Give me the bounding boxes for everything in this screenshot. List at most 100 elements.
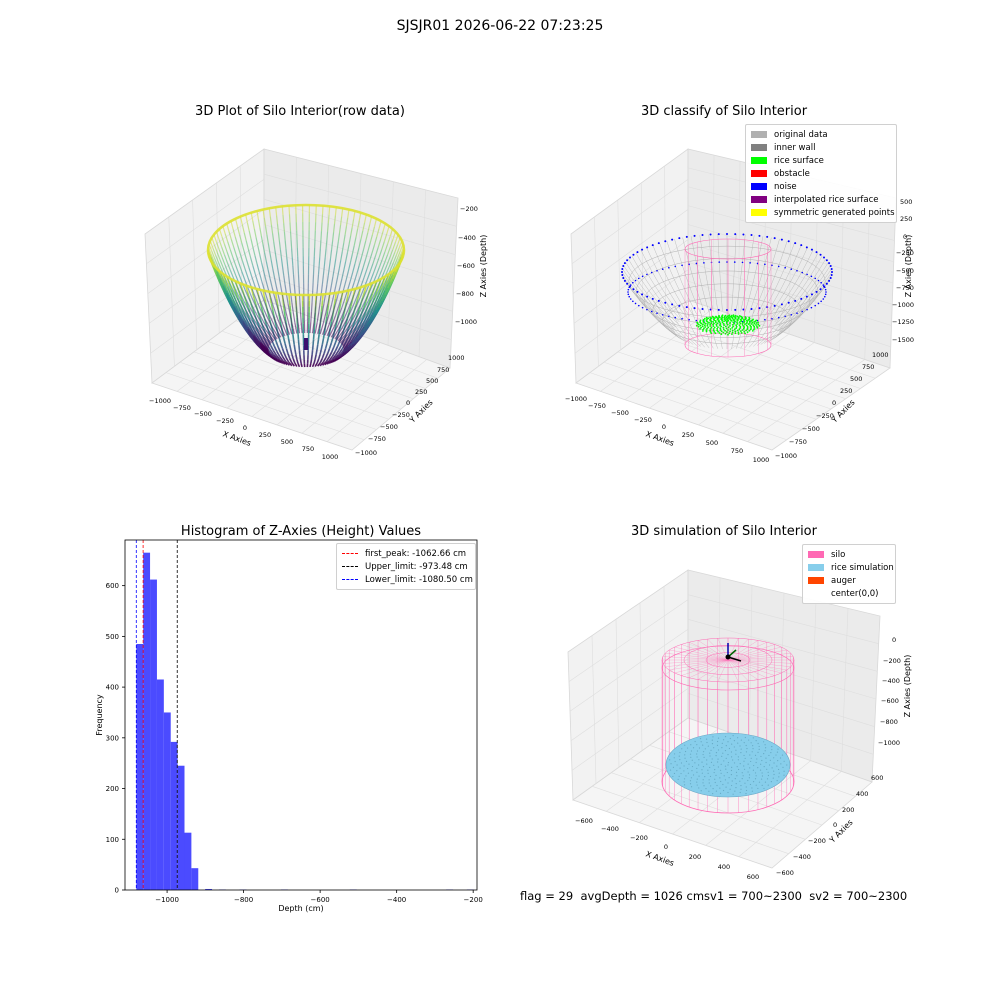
plot4-rice-point [730,756,733,758]
plot2-point [651,270,656,278]
plot1-point [310,359,313,364]
plot2-point [794,276,800,284]
plot2-point [646,247,650,255]
plot4-rice-point [765,747,767,749]
plot2-point [738,286,740,295]
histogram-xlabel: Depth (cm) [278,904,323,913]
plot2-rice-point [699,324,702,327]
plot1-point [343,279,347,289]
plot4-rice-point [731,780,733,782]
plot2-point [731,294,734,303]
plot2-rice-point [739,330,742,333]
plot1-point [322,357,327,363]
plot1-point [247,328,255,337]
plot1-point [334,346,339,352]
plot2-point [668,307,672,313]
plot4-rice-point [723,760,725,762]
plot1-point [369,273,374,282]
plot1-point [345,217,349,227]
plot4-rice-point [732,735,734,737]
plot4-rice-point [727,764,729,766]
legend-swatch [751,144,767,151]
plot2-point [670,316,678,324]
plot2-rice-point [738,321,741,324]
plot4-rice-point [765,757,767,759]
plot4-rice-point [764,781,767,783]
plot2-point [798,304,805,311]
plot1-point [313,312,316,323]
plot1-point [373,304,379,313]
plot2-xlabel: X Axies [644,429,675,448]
plot4-ytick: 0 [833,821,837,829]
plot4-ylabel: Y Axies [827,818,855,846]
plot2-rice-point [755,319,758,322]
plot2-rice-point [712,323,714,326]
plot1-ztick: −600 [457,262,475,270]
plot2-point [666,308,673,316]
legend-item: original data [751,128,891,141]
plot2-noise-point [685,306,688,309]
plot4-rice-point [750,742,752,744]
plot1-point [353,237,357,246]
plot2-point [669,318,677,326]
plot2-rice-point [733,328,736,331]
plot1-point [260,338,270,347]
plot1-point [291,248,293,258]
plot4-rice-point [739,780,741,782]
plot2-point [680,292,685,301]
plot2-point [777,318,785,326]
plot4-rice-point [776,751,779,753]
plot1-point [371,285,376,295]
plot4-rice-point [732,793,734,795]
plot1-point [264,332,274,343]
plot4-rice-point [736,775,738,777]
plot1-point [350,227,353,237]
plot2-point [809,277,815,285]
plot2-point [693,250,696,259]
plot1-point [271,233,275,243]
histogram-xtick: −200 [464,896,483,904]
plot1-point [384,254,389,263]
plot4-rice-point [727,782,729,784]
plot1-point [224,233,229,243]
plot2-rice-point [756,326,759,329]
plot2-xtick: −250 [634,416,652,424]
plot2-noise-point [657,299,660,302]
plot2-noise-point [819,288,822,291]
plot2-point [753,342,758,347]
plot1-point [341,336,351,346]
plot1-point [322,266,325,276]
plot2-rice-point [744,332,746,335]
plot2-point [684,308,691,317]
plot2-point [693,332,697,337]
plot2-noise-point [771,264,773,267]
plot2-point [809,297,815,304]
plot1-point [366,305,372,314]
plot1-point [259,343,269,352]
plot1-point [294,362,298,367]
plot2-rice-point [731,329,734,332]
plot2-ztick: −500 [896,267,914,275]
plot1-point [219,259,224,268]
plot4-rice-point [704,776,706,778]
plot2-rice-point [720,325,723,328]
plot2-point [655,316,662,323]
plot4-rice-point [716,744,719,746]
plot1-point [257,219,261,228]
plot2-noise-point [717,233,720,236]
legend-label: first_peak: -1062.66 cm [365,548,467,559]
plot2-point [706,344,710,349]
plot4-rice-point [767,784,769,786]
plot1-point [276,351,281,357]
plot1-point [364,303,371,312]
plot2-point [797,288,803,296]
plot4-rice-point [730,751,733,753]
legend-item: silo [808,548,890,561]
plot2-point [653,297,660,304]
legend-swatch [751,196,767,203]
plot2-point [789,292,795,300]
plot2-rice-point [727,315,729,317]
plot1-point [359,267,364,277]
plot2-point [795,251,799,259]
plot1-point [358,257,363,267]
